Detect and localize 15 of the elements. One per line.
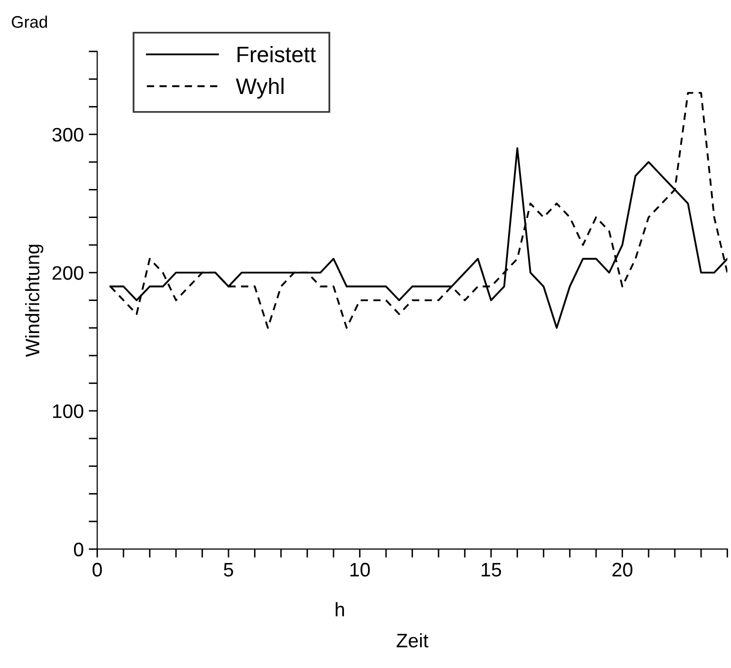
x-tick-label: 0 [92,562,102,577]
legend-label: Freistett [238,46,316,62]
x-axis-title: Zeit [396,633,428,648]
text: h [336,602,344,616]
x-tick-label: 10 [350,562,370,577]
x-tick-label: 5 [224,563,234,577]
x-tick-label: 20 [612,562,632,577]
y-tick-label: 0 [74,542,84,556]
x-tick-label: 15 [482,563,502,577]
legend-label: Wyhl [236,78,284,99]
text: Grad [12,16,47,28]
y-tick-label: 300 [52,128,84,142]
y-axis-title: Windrichtung [25,244,44,357]
y-tick-label: 200 [52,266,84,280]
y-tick-label: 100 [53,404,84,418]
